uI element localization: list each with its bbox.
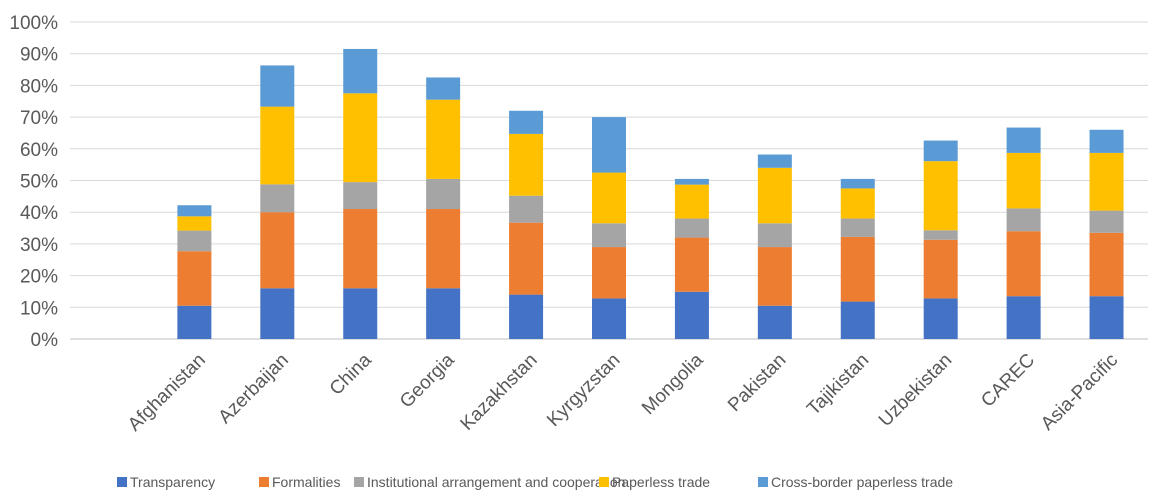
y-tick-label: 100% (9, 13, 58, 34)
bar-segment (177, 216, 212, 231)
bar-segment (757, 305, 792, 339)
bar-segment (757, 247, 792, 306)
bar-segment (1006, 208, 1041, 232)
bar-segment (343, 48, 378, 94)
bar-segment (260, 106, 295, 185)
bar-segment (1089, 129, 1124, 153)
bar-segment (592, 117, 626, 173)
bar-segment (177, 305, 212, 339)
bar-segment (840, 218, 875, 237)
bar-segment (923, 161, 958, 231)
bar-segment (923, 298, 958, 339)
x-tick-label: Pakistan (724, 350, 790, 416)
bar-segment (177, 251, 212, 306)
bar-segment (1089, 232, 1124, 297)
x-tick-label: CAREC (977, 350, 1039, 412)
bar-segment (1089, 210, 1124, 233)
bar-segment (674, 178, 709, 185)
bar-segment (509, 222, 544, 295)
bar-segment (343, 93, 378, 183)
legend-swatch (259, 477, 269, 487)
bar-segment (923, 140, 958, 162)
bar-segment (509, 110, 544, 134)
x-tick-label: Mongolia (638, 349, 708, 419)
y-tick-label: 20% (20, 267, 58, 288)
bar-segment (757, 167, 792, 224)
bar-segment (674, 237, 709, 292)
bar-segment (923, 230, 958, 240)
bar-segment (840, 188, 875, 219)
y-tick-label: 40% (20, 203, 58, 224)
bar-segment (509, 133, 544, 196)
x-tick-label: Asia-Pacific (1037, 350, 1122, 435)
y-tick-label: 10% (20, 298, 58, 319)
bar-segment (1006, 231, 1041, 297)
x-tick-label: Azerbaijan (215, 350, 293, 428)
bar-segment (343, 288, 378, 339)
x-tick-label: Afghanistan (124, 350, 210, 436)
bar-segment (1006, 296, 1041, 339)
bar-segment (426, 288, 461, 339)
bar-segment (509, 294, 544, 339)
legend-label: Formalities (272, 474, 340, 490)
legend-label: Paperless trade (612, 474, 710, 490)
x-tick-label: Tajikistan (803, 350, 873, 420)
bars (177, 48, 1124, 339)
x-tick-label: Georgia (396, 349, 459, 412)
x-tick-label: Kyrgyzstan (543, 350, 624, 431)
legend-swatch (354, 477, 364, 487)
bar-segment (260, 212, 295, 289)
bar-segment (426, 77, 461, 100)
bar-segment (1006, 152, 1041, 209)
x-tick-label: Kazakhstan (457, 350, 542, 435)
bar-segment (343, 182, 378, 210)
bar-segment (757, 223, 792, 248)
y-tick-label: 50% (20, 172, 58, 193)
bar-segment (1089, 152, 1124, 211)
bar-segment (177, 205, 212, 217)
bar-segment (674, 184, 709, 219)
bar-segment (260, 184, 295, 213)
legend-swatch (117, 477, 127, 487)
legend-label: Transparency (130, 474, 215, 490)
y-tick-label: 0% (31, 330, 59, 351)
y-axis-ticks: 0% 10% 20% 30% 40% 50% 60% 70% 80% 90% 100% (9, 13, 58, 351)
bar-segment (592, 247, 626, 299)
legend-swatch (599, 477, 609, 487)
bar-segment (674, 218, 709, 238)
legend-label: Cross-border paperless trade (771, 474, 953, 490)
bar-segment (840, 236, 875, 302)
bar-segment (923, 239, 958, 299)
bar-segment (509, 195, 544, 223)
bar-segment (592, 298, 626, 339)
bar-segment (840, 301, 875, 339)
bar-segment (343, 209, 378, 289)
bar-segment (177, 230, 212, 252)
x-axis-labels: Afghanistan Azerbaijan China GeorgiaKazakhs… (124, 349, 1122, 435)
x-tick-label: Uzbekistan (875, 350, 956, 431)
bar-segment (426, 99, 461, 179)
bar-segment (260, 288, 295, 339)
bar-segment (840, 178, 875, 189)
bar-segment (1006, 127, 1041, 153)
bar-segment (426, 178, 461, 210)
x-tick-label: China (326, 349, 376, 399)
bar-segment (260, 65, 295, 107)
y-tick-label: 60% (20, 140, 58, 161)
bar-segment (674, 291, 709, 339)
y-tick-label: 70% (20, 108, 58, 129)
legend: Transparency Formalities Institutional arr… (117, 474, 953, 490)
bar-segment (592, 223, 626, 248)
y-tick-label: 80% (20, 76, 58, 97)
bar-segment (426, 209, 461, 289)
bar-segment (1089, 296, 1124, 339)
y-tick-label: 30% (20, 235, 58, 256)
bar-segment (757, 154, 792, 168)
legend-swatch (758, 477, 768, 487)
y-tick-label: 90% (20, 45, 58, 66)
legend-label: Institutional arrangement and cooperatio… (367, 474, 625, 490)
bar-segment (592, 172, 626, 224)
